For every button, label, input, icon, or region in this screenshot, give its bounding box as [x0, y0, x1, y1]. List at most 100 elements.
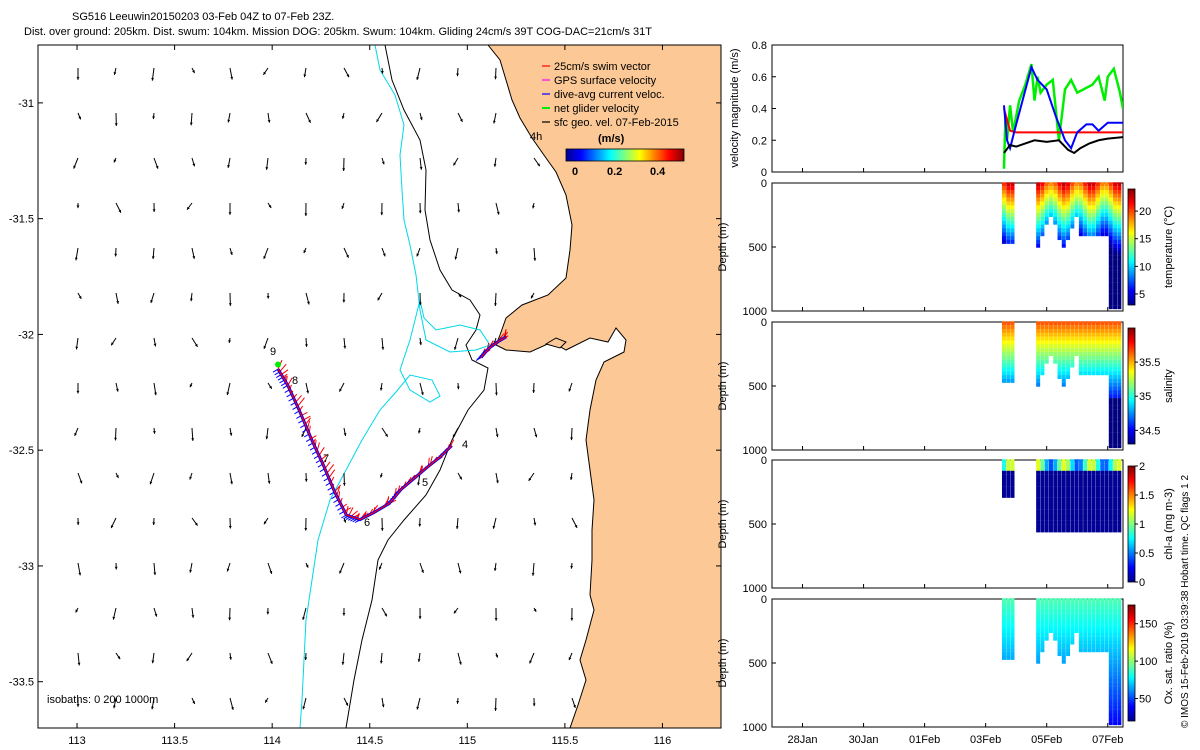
legend-label-swim: 25cm/s swim vector [554, 61, 651, 73]
depth-scatter-point [1044, 524, 1049, 529]
depth-scatter-point [1006, 644, 1011, 649]
depth-scatter-point [1057, 509, 1062, 514]
depth-scatter-point [1078, 629, 1083, 633]
geo-vector-head [116, 300, 120, 304]
depth-scatter-point [1057, 216, 1062, 221]
geo-vector-head [230, 481, 233, 485]
depth-scatter-point [1053, 609, 1058, 614]
depth-scatter-point [1061, 348, 1066, 353]
depth-scatter-point [1070, 625, 1075, 630]
geo-vector-head [493, 568, 497, 571]
velocity-ytick-label: 0.8 [752, 40, 767, 52]
depth-scatter-point [1010, 239, 1015, 244]
geo-vector-head [111, 342, 114, 346]
depth-scatter-point [1074, 621, 1079, 626]
depth-scatter-point [1108, 602, 1113, 607]
geo-vector-head [76, 205, 80, 209]
depth-scatter-point [1104, 344, 1109, 349]
depth-scatter-point [1108, 386, 1113, 391]
depth-scatter-point [1113, 436, 1118, 441]
depth-scatter-point [1104, 640, 1109, 645]
depth-scatter-point [1117, 266, 1122, 271]
depth-scatter-point [1010, 613, 1015, 618]
depth-scatter-point [1108, 629, 1113, 633]
depth-scatter-point [1087, 524, 1092, 529]
depth-scatter-point [1104, 232, 1109, 237]
depth-scatter-point [1010, 348, 1015, 353]
geo-vector-head [531, 573, 535, 576]
depth-scatter-point [1100, 232, 1105, 237]
depth-scatter-point [1108, 371, 1113, 376]
depth-scatter-point [1006, 193, 1011, 198]
depth-scatter-point [1083, 613, 1088, 618]
depth-scatter-point [1036, 193, 1041, 198]
depth-scatter-point [1083, 482, 1088, 487]
depth-scatter-point [1108, 516, 1113, 521]
depth-scatter-point [1057, 486, 1062, 491]
velocity-series-line [1002, 64, 1123, 152]
depth-scatter-point [1066, 325, 1071, 330]
depth-scatter-point [1087, 640, 1092, 645]
depth-scatter-point [1117, 524, 1122, 529]
depth-ytick-label: 500 [749, 242, 767, 254]
depth-scatter-point [1113, 617, 1118, 622]
depth-scatter-point [1057, 197, 1062, 202]
map-panel: 113 113.5 114 114.5 115 115.5 116-31-31.5-32-3… [9, 44, 722, 747]
depth-scatter-point [1040, 516, 1045, 521]
depth-scatter-point [1066, 482, 1071, 487]
depth-scatter-point [1048, 501, 1053, 506]
depth-scatter-point [1053, 490, 1058, 494]
map-ytick-label: -31.5 [9, 214, 34, 226]
depth-scatter-point [1061, 509, 1066, 514]
depth-scatter-point [1108, 424, 1113, 429]
depth-scatter-point [1066, 648, 1071, 653]
depth-scatter-point [1001, 648, 1006, 653]
map-ytick-label: -32.5 [9, 445, 34, 457]
depth-scatter-point [1104, 648, 1109, 653]
depth-scatter-point [1057, 621, 1062, 626]
depth-scatter-point [1057, 328, 1062, 333]
depth-scatter-point [1078, 371, 1083, 376]
depth-scatter-point [1053, 505, 1058, 510]
geo-vector-head [495, 434, 499, 438]
depth-scatter-point [1074, 466, 1079, 471]
depth-scatter-point [1117, 686, 1122, 691]
depth-scatter-point [1053, 605, 1058, 610]
geo-vector-head [532, 205, 535, 209]
depth-scatter-point [1061, 463, 1066, 468]
depth-scatter-point [1066, 644, 1071, 649]
depth-scatter-point [1040, 640, 1045, 645]
depth-scatter-point [1048, 617, 1053, 622]
geo-vector-head [459, 476, 462, 480]
depth-scatter-point [1095, 501, 1100, 506]
depth-scatter-point [1040, 344, 1045, 349]
depth-scatter-point [1010, 325, 1015, 330]
depth-scatter-point [1095, 182, 1100, 187]
depth-scatter-point [1040, 459, 1045, 464]
depth-scatter-point [1074, 332, 1079, 337]
depth-scatter-point [1061, 632, 1066, 637]
depth-scatter-point [1061, 648, 1066, 653]
depth-scatter-point [1074, 478, 1079, 483]
depth-scatter-point [1117, 690, 1122, 695]
depth-scatter-point [1113, 201, 1118, 206]
depth-scatter-point [1078, 636, 1083, 641]
depth-scatter-point [1091, 486, 1096, 491]
depth-scatter-point [1108, 528, 1113, 533]
depth-scatter-point [1057, 625, 1062, 630]
depth-scatter-point [1083, 470, 1088, 475]
depth-scatter-point [1095, 344, 1100, 349]
depth-scatter-point [1074, 352, 1079, 356]
depth-scatter-point [1091, 321, 1096, 326]
map-xtick-label: 116 [654, 735, 672, 747]
isobaths-label: isobaths: 0 200 1000m [47, 694, 158, 706]
depth-scatter-point [1117, 405, 1122, 410]
depth-scatter-point [1113, 344, 1118, 349]
depth-scatter-point [1104, 367, 1109, 372]
depth-scatter-point [1100, 490, 1105, 494]
depth-scatter-point [1087, 232, 1092, 237]
depth-scatter-point [1091, 640, 1096, 645]
depth-scatter-point [1108, 617, 1113, 622]
depth-scatter-point [1113, 251, 1118, 256]
